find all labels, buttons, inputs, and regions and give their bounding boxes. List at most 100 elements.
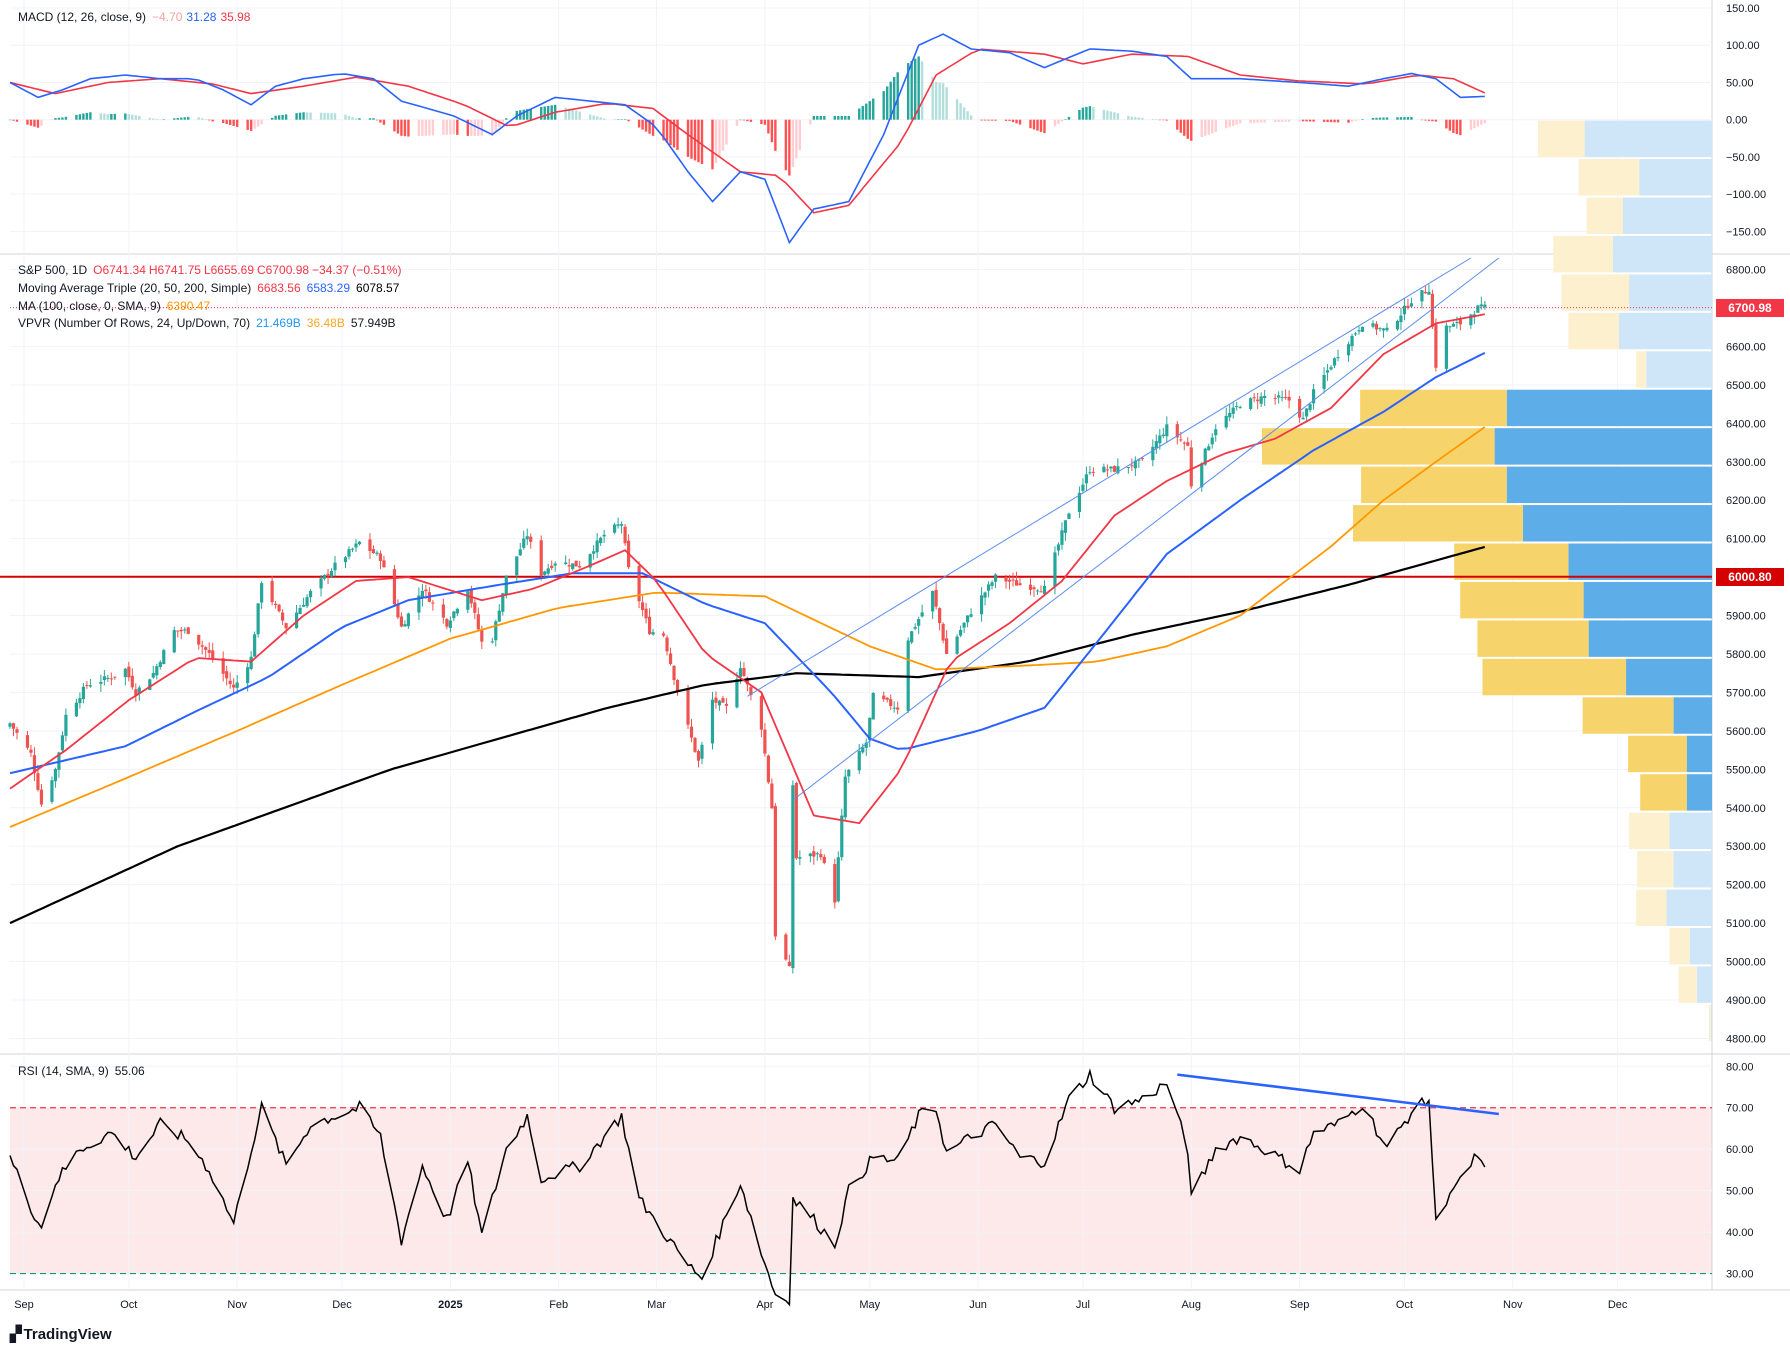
candle-body bbox=[473, 602, 477, 613]
candle-body bbox=[791, 785, 795, 969]
macd-histogram-bar bbox=[281, 114, 284, 120]
candle bbox=[1007, 574, 1012, 590]
candle bbox=[396, 599, 400, 620]
macd-histogram-bar bbox=[1273, 119, 1277, 123]
candle bbox=[270, 575, 274, 606]
macd-histogram-bar bbox=[1312, 119, 1315, 122]
candle-body bbox=[357, 541, 362, 545]
candle bbox=[1154, 434, 1158, 454]
macd-histogram-bar bbox=[526, 109, 529, 120]
tradingview-logo[interactable]: ▞ TradingView bbox=[10, 1325, 112, 1343]
candle bbox=[571, 563, 575, 571]
macd-histogram-bar bbox=[424, 119, 428, 136]
candle-body bbox=[945, 638, 949, 654]
candle-body bbox=[1325, 370, 1330, 373]
candle-body bbox=[808, 853, 812, 857]
candle-body bbox=[102, 676, 106, 681]
macd-histogram-bar bbox=[1081, 107, 1085, 120]
ma100-value: 6390.47 bbox=[166, 299, 211, 313]
candle bbox=[1133, 456, 1137, 476]
macd-histogram-bar bbox=[253, 119, 256, 129]
candle bbox=[791, 780, 795, 974]
candle bbox=[1035, 589, 1040, 595]
macd-histogram-bar bbox=[40, 119, 43, 126]
symbol-label: S&P 500, 1D bbox=[18, 263, 88, 277]
candle bbox=[661, 631, 666, 638]
candle bbox=[162, 648, 166, 665]
macd-histogram-bar bbox=[1032, 119, 1036, 130]
macd-histogram-bar bbox=[127, 114, 131, 120]
macd-histogram-bar bbox=[110, 113, 113, 120]
macd-histogram-bar bbox=[613, 119, 616, 120]
macd-histogram-bar bbox=[221, 119, 225, 124]
candle-body bbox=[494, 621, 498, 641]
macd-histogram-bar bbox=[550, 105, 553, 120]
candle bbox=[759, 692, 763, 738]
macd-histogram-bar bbox=[225, 119, 228, 124]
rsi-axis-tick: 50.00 bbox=[1726, 1186, 1754, 1198]
macd-histogram-bar bbox=[564, 107, 567, 120]
macd-histogram-bar bbox=[837, 115, 840, 120]
macd-histogram-bar bbox=[1448, 119, 1452, 131]
price-axis-tick: 6400.00 bbox=[1726, 418, 1766, 430]
macd-histogram-bar bbox=[1228, 119, 1231, 128]
macd-histogram-bar bbox=[700, 119, 704, 165]
candle-body bbox=[599, 537, 603, 544]
macd-histogram-bar bbox=[64, 116, 68, 120]
candle bbox=[920, 604, 924, 618]
rsi-legend[interactable]: RSI (14, SMA, 9) 55.06 bbox=[18, 1064, 151, 1078]
candle bbox=[305, 594, 309, 609]
macd-histogram-bar bbox=[1280, 119, 1284, 122]
candle-body bbox=[941, 623, 945, 641]
candle-body bbox=[864, 742, 868, 748]
macd-histogram-bar bbox=[578, 111, 581, 120]
candle bbox=[938, 607, 942, 631]
candle bbox=[1256, 392, 1260, 410]
candle bbox=[1259, 392, 1263, 407]
macd-histogram-bar bbox=[155, 119, 158, 120]
candle-body bbox=[745, 677, 750, 685]
candle-body bbox=[770, 783, 774, 809]
candle bbox=[794, 781, 798, 860]
price-legend-line-4[interactable]: VPVR (Number Of Rows, 24, Up/Down, 70) 21… bbox=[18, 316, 402, 330]
macd-histogram-bar bbox=[1329, 119, 1333, 123]
macd-histogram-bar bbox=[8, 119, 12, 121]
macd-histogram-bar bbox=[152, 118, 155, 120]
candle bbox=[861, 743, 865, 754]
macd-histogram-bar bbox=[1308, 119, 1312, 122]
macd-histogram-bar bbox=[599, 117, 602, 120]
price-legend-line-2[interactable]: Moving Average Triple (20, 50, 200, Simp… bbox=[18, 281, 405, 295]
macd-histogram-bar bbox=[260, 119, 263, 125]
macd-histogram-bar bbox=[1043, 119, 1046, 134]
macd-legend[interactable]: MACD (12, 26, close, 9) −4.70 31.28 35.98 bbox=[18, 10, 256, 24]
candle-body bbox=[1014, 580, 1019, 586]
candle-body bbox=[1116, 466, 1120, 474]
macd-axis-tick: −50.00 bbox=[1726, 152, 1760, 164]
macd-histogram-bar bbox=[1232, 119, 1235, 126]
macd-histogram-bar bbox=[1256, 119, 1259, 123]
ma100-label: MA (100, close, 0, SMA, 9) bbox=[18, 299, 161, 313]
candle-body bbox=[123, 668, 127, 678]
candle-body bbox=[613, 524, 617, 533]
candle bbox=[1399, 307, 1403, 331]
candle-body bbox=[1140, 458, 1144, 460]
volume-profile-down-bar bbox=[1578, 159, 1640, 196]
candle bbox=[1063, 520, 1068, 541]
candle bbox=[1088, 466, 1092, 475]
macd-histogram-bar bbox=[791, 119, 795, 168]
candle bbox=[962, 622, 966, 633]
macd-histogram-bar bbox=[847, 115, 850, 120]
candle bbox=[1336, 349, 1340, 362]
candle bbox=[714, 691, 718, 709]
candle-body bbox=[1053, 552, 1057, 587]
macd-histogram-bar bbox=[319, 112, 323, 120]
price-legend-line-1[interactable]: S&P 500, 1D O6741.34 H6741.75 L6655.69 C6700… bbox=[18, 263, 407, 277]
candle bbox=[550, 560, 554, 571]
candle-body bbox=[1077, 492, 1082, 513]
price-legend-line-3[interactable]: MA (100, close, 0, SMA, 9) 6390.47 bbox=[18, 299, 216, 313]
ohlc-close: C6700.98 bbox=[257, 263, 310, 277]
macd-histogram-bar bbox=[529, 108, 532, 120]
macd-histogram-bar bbox=[571, 109, 574, 120]
